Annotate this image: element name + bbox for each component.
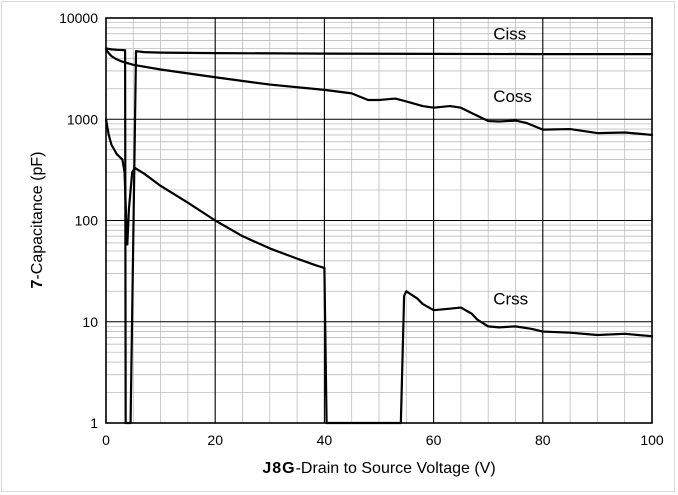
- x-tick-label: 80: [535, 432, 551, 448]
- x-axis-title-text: -Drain to Source Voltage (V): [296, 460, 496, 477]
- y-tick-label: 10: [82, 314, 98, 330]
- y-tick-label: 1000: [67, 111, 98, 127]
- x-tick-label: 100: [640, 432, 664, 448]
- series-line-ciss: [104, 47, 654, 425]
- x-axis-title-prefix: J8G: [262, 460, 295, 477]
- series-line-crss: [104, 118, 654, 425]
- series-layer: [104, 47, 654, 425]
- series-label-coss: Coss: [493, 87, 532, 106]
- series-label-ciss: Ciss: [493, 25, 526, 44]
- series-label-crss: Crss: [493, 289, 528, 308]
- major-gridlines: [106, 18, 652, 423]
- x-tick-label: 40: [317, 432, 333, 448]
- y-axis-title: 7-Capacitance (pF): [29, 152, 46, 289]
- x-tick-labels: 0 20 40 60 80 100: [102, 432, 664, 448]
- x-axis-title: J8G-Drain to Source Voltage (V): [262, 460, 495, 477]
- y-axis-title-text: -Capacitance (pF): [29, 152, 46, 280]
- x-tick-label: 0: [102, 432, 110, 448]
- x-tick-label: 60: [426, 432, 442, 448]
- y-axis-title-prefix: 7: [29, 279, 46, 288]
- series-labels: Ciss Coss Crss: [493, 25, 532, 309]
- y-tick-label: 10000: [59, 10, 98, 26]
- series-line-coss: [104, 48, 654, 137]
- y-tick-label: 1: [90, 415, 98, 431]
- y-tick-labels: 1 10 100 1000 10000: [59, 10, 98, 431]
- x-tick-label: 20: [207, 432, 223, 448]
- y-tick-label: 100: [75, 213, 99, 229]
